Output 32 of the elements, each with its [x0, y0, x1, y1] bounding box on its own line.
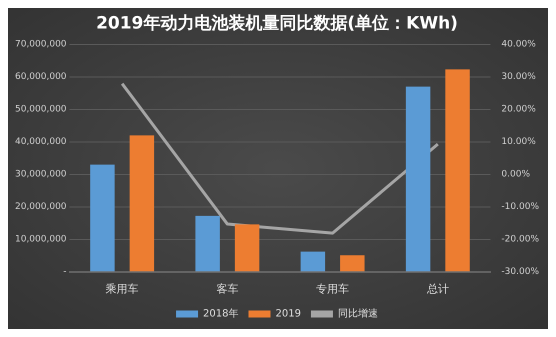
legend-label: 2019 — [276, 308, 301, 320]
x-tick-label: 乘用车 — [106, 282, 139, 296]
y-tick-label: 40,000,000 — [15, 137, 67, 148]
x-tick-label: 总计 — [426, 282, 449, 296]
bar — [445, 69, 470, 272]
legend-label: 2018年 — [203, 308, 239, 320]
y-tick-label: 60,000,000 — [15, 72, 67, 82]
y2-tick-label: 40.00% — [501, 40, 536, 50]
bar — [90, 164, 115, 272]
x-tick-label: 客车 — [216, 282, 238, 296]
y-tick-label: 70,000,000 — [15, 40, 67, 50]
bar — [130, 135, 154, 272]
chart-title: 2019年动力电池装机量同比数据(单位：KWh) — [96, 14, 458, 34]
y-tick-label: 20,000,000 — [15, 202, 67, 212]
bar — [340, 255, 365, 272]
x-tick-label: 专用车 — [316, 282, 350, 296]
bar — [406, 86, 430, 272]
bar — [300, 252, 326, 272]
y2-tick-label: -20.00% — [501, 234, 540, 245]
y2-tick-label: 20.00% — [501, 104, 536, 115]
y2-tick-label: 10.00% — [501, 137, 536, 148]
y-tick-label: 10,000,000 — [15, 234, 67, 245]
y-tick-label: 50,000,000 — [15, 104, 67, 115]
y-tick-label: - — [63, 267, 67, 278]
y2-tick-label: 30.00% — [501, 72, 536, 82]
y2-tick-label: -30.00% — [501, 267, 540, 278]
bar — [234, 224, 260, 272]
y2-tick-label: 0.00% — [501, 170, 530, 180]
legend-label: 同比增速 — [338, 308, 378, 320]
y2-tick-label: -10.00% — [501, 202, 540, 212]
y-tick-label: 30,000,000 — [15, 170, 67, 180]
bar — [195, 216, 220, 272]
